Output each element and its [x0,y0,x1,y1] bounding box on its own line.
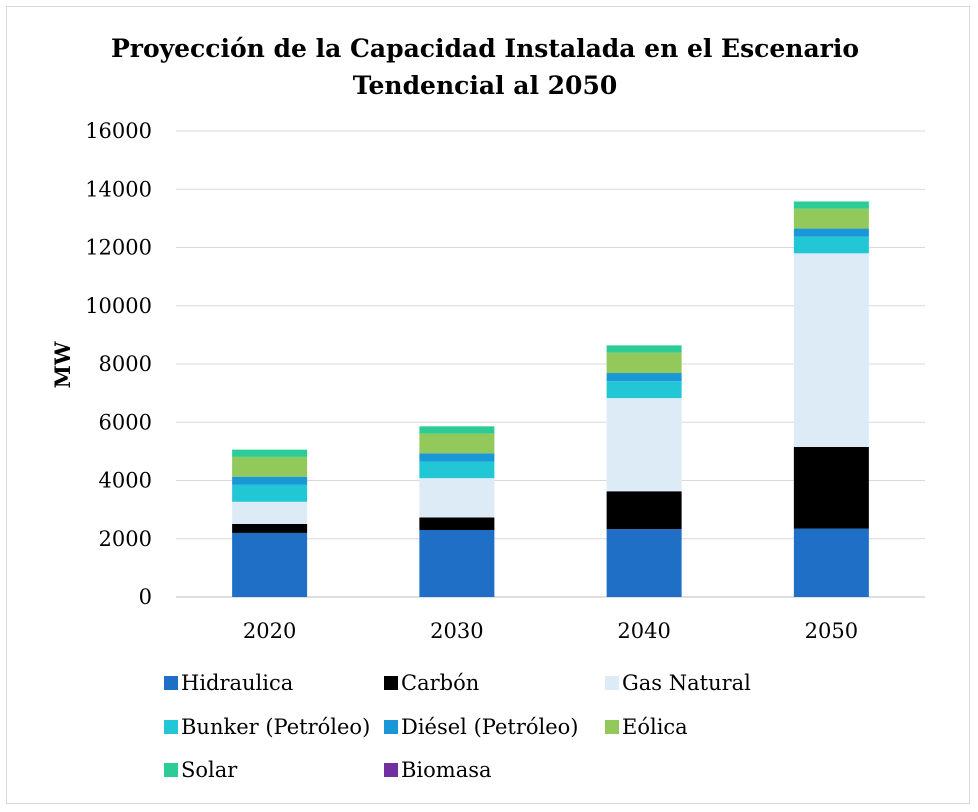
bar-segment [793,208,869,229]
legend-swatch [384,720,398,734]
y-tick-label: 6000 [99,410,152,434]
bars [232,201,869,597]
legend: Hidraulica Carbón Gas Natural Bunker (Petró… [164,671,751,782]
bar-segment [232,501,308,524]
x-tick-label: 2020 [243,619,296,643]
y-tick-label: 12000 [85,236,152,260]
legend-label: Hidraulica [181,671,293,695]
bar-segment [793,528,869,597]
bar-segment [793,447,869,529]
bar-segment [232,484,308,502]
bar-segment [232,449,308,457]
bar-segment [793,236,869,254]
chart-title-line-2: Tendencial al 2050 [353,71,617,100]
bar-segment [606,345,682,353]
legend-swatch [605,676,619,690]
bar-segment [793,228,869,237]
bar-segment [419,461,495,479]
bar-segment [606,373,682,382]
y-tick-label: 8000 [99,352,152,376]
chart-title-line-1: Proyección de la Capacidad Instalada en … [111,34,859,63]
legend-label: Eólica [622,715,688,739]
bar-segment [419,530,495,597]
bar-segment [606,491,682,530]
legend-label: Carbón [401,671,479,695]
bar-segment [419,478,495,518]
legend-swatch [384,763,398,777]
bar-segment [419,517,495,531]
x-tick-label: 2030 [430,619,483,643]
bar-segment [606,529,682,597]
y-tick-label: 2000 [99,527,152,551]
bar-segment [419,426,495,434]
legend-swatch [384,676,398,690]
bar-segment [606,398,682,492]
x-axis-ticks: 2020 2030 2040 2050 [243,619,858,643]
bar-segment [793,253,869,448]
y-tick-label: 16000 [85,119,152,143]
bar-segment [232,523,308,533]
y-axis-ticks: 0 2000 4000 6000 8000 10000 12000 14000 16000 [85,119,152,609]
legend-swatch [605,720,619,734]
legend-label: Bunker (Petróleo) [181,715,370,739]
legend-label: Diésel (Petróleo) [401,715,579,739]
legend-label: Biomasa [401,758,492,782]
bar-segment [606,352,682,374]
y-tick-label: 14000 [85,177,152,201]
legend-swatch [164,763,178,777]
bar-segment [419,453,495,462]
x-tick-label: 2050 [805,619,858,643]
legend-label: Gas Natural [622,671,751,695]
y-tick-label: 4000 [99,469,152,493]
y-tick-label: 0 [139,585,152,609]
bar-segment [232,456,308,477]
y-tick-label: 10000 [85,294,152,318]
x-tick-label: 2040 [617,619,670,643]
bar-segment [232,532,308,597]
y-axis-label: MW [50,341,75,388]
bar-segment [606,381,682,399]
bar-segment [232,476,308,485]
legend-label: Solar [181,758,238,782]
bar-segment [793,201,869,209]
legend-swatch [164,676,178,690]
bar-segment [419,433,495,454]
legend-swatch [164,720,178,734]
